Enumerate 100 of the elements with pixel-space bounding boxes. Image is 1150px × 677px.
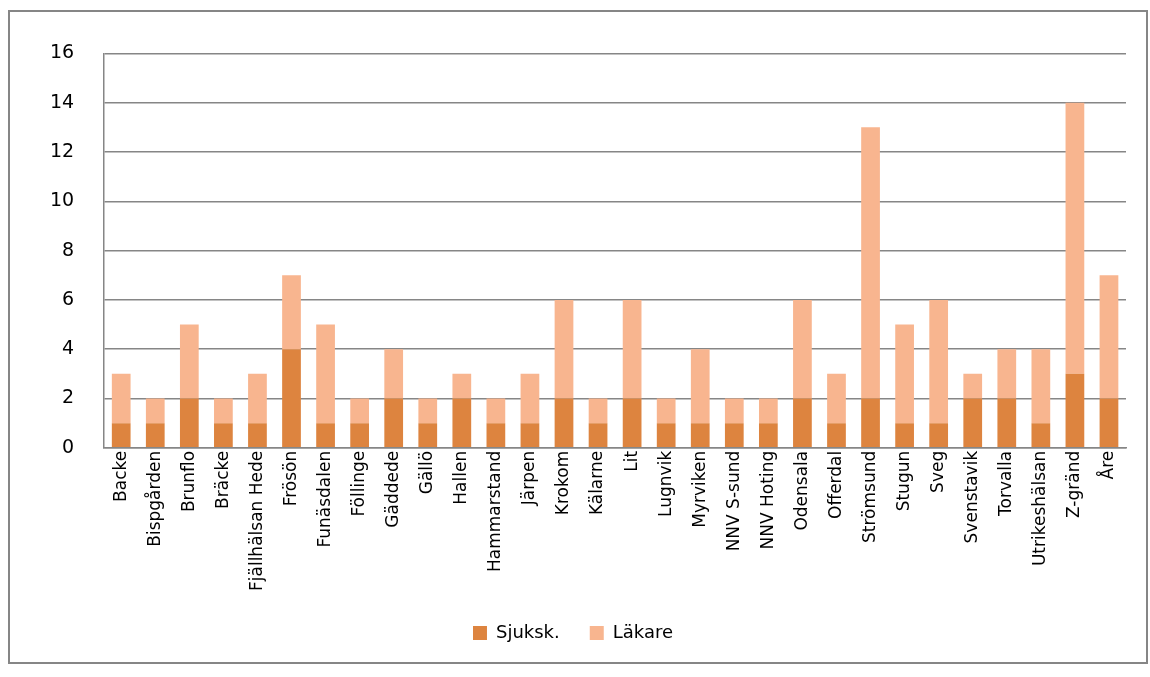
bar bbox=[827, 373, 846, 424]
x-tick-label: Offerdal bbox=[824, 450, 845, 519]
bar bbox=[929, 299, 949, 424]
legend-label: Sjuksk. bbox=[495, 620, 560, 642]
bar bbox=[418, 423, 438, 448]
bar bbox=[622, 299, 642, 399]
x-tick-label: Bräcke bbox=[211, 450, 232, 509]
bar bbox=[588, 398, 608, 424]
x-tick-label: Myrviken bbox=[688, 450, 709, 528]
bar bbox=[1099, 275, 1119, 399]
x-tick-label: NNV S-sund bbox=[722, 450, 743, 552]
x-tick-label: Gäddede bbox=[382, 450, 403, 528]
y-tick-label: 0 bbox=[62, 434, 75, 457]
x-tick-label: Strömsund bbox=[858, 450, 879, 544]
bar bbox=[214, 398, 233, 424]
x-tick-label: Sveg bbox=[927, 450, 948, 493]
bar bbox=[145, 398, 165, 424]
bar bbox=[963, 398, 983, 448]
x-tick-label: Gällö bbox=[416, 450, 437, 495]
bar bbox=[724, 398, 744, 424]
bar bbox=[384, 349, 404, 399]
bar bbox=[350, 398, 369, 424]
bar bbox=[622, 398, 642, 448]
bar bbox=[282, 275, 301, 350]
bar bbox=[214, 423, 233, 448]
bar bbox=[384, 398, 404, 448]
bar bbox=[452, 398, 472, 448]
x-tick-label: Stugun bbox=[893, 450, 914, 512]
bar bbox=[316, 324, 335, 424]
x-tick-label: Z-gränd bbox=[1063, 450, 1084, 519]
bar bbox=[520, 373, 540, 424]
bar bbox=[997, 349, 1017, 399]
x-tick-label: Utrikeshälsan bbox=[1029, 450, 1050, 567]
bar bbox=[895, 423, 914, 448]
x-tick-label: Lit bbox=[620, 450, 641, 472]
bar bbox=[793, 398, 812, 448]
bar bbox=[895, 324, 914, 424]
bar bbox=[248, 373, 267, 424]
bar bbox=[963, 373, 983, 399]
bar bbox=[861, 127, 880, 399]
y-tick-label: 2 bbox=[62, 385, 75, 408]
y-tick-label: 16 bbox=[49, 40, 75, 63]
x-tick-label: Hallen bbox=[450, 450, 471, 505]
x-tick-label: Odensala bbox=[790, 450, 811, 531]
bar bbox=[179, 324, 199, 399]
bar bbox=[179, 398, 199, 448]
bar bbox=[997, 398, 1017, 448]
x-tick-label: Lugnvik bbox=[654, 450, 675, 517]
bar bbox=[520, 423, 540, 448]
y-tick-label: 12 bbox=[49, 138, 75, 161]
x-tick-label: Torvalla bbox=[995, 450, 1016, 518]
bar bbox=[759, 398, 778, 424]
x-tick-label: Järpen bbox=[518, 450, 539, 507]
bar bbox=[145, 423, 165, 448]
x-tick-label: Funäsdalen bbox=[313, 450, 334, 548]
y-tick-label: 14 bbox=[49, 89, 75, 112]
x-tick-label: Åre bbox=[1096, 450, 1118, 480]
bar bbox=[690, 423, 710, 448]
x-tick-label: Bispgården bbox=[143, 450, 164, 547]
bar bbox=[486, 423, 506, 448]
x-tick-label: Krokom bbox=[552, 450, 573, 516]
bar bbox=[793, 299, 812, 399]
bar bbox=[111, 373, 131, 424]
bar bbox=[690, 349, 710, 424]
bar bbox=[418, 398, 438, 424]
bar bbox=[1031, 349, 1051, 424]
bar bbox=[861, 398, 880, 448]
bar bbox=[656, 423, 676, 448]
bar bbox=[827, 423, 846, 448]
x-tick-label: NNV Hoting bbox=[756, 450, 777, 550]
y-tick-label: 10 bbox=[49, 188, 75, 211]
y-tick-label: 4 bbox=[62, 336, 75, 359]
bar bbox=[248, 423, 267, 448]
x-tick-label: Backe bbox=[109, 450, 130, 502]
y-tick-label: 6 bbox=[62, 286, 75, 309]
legend-label: Läkare bbox=[612, 620, 674, 642]
bar bbox=[486, 398, 506, 424]
bar bbox=[282, 349, 301, 448]
x-tick-label: Föllinge bbox=[348, 450, 369, 517]
x-tick-label: Frösön bbox=[279, 450, 300, 507]
bar bbox=[1031, 423, 1051, 448]
bar bbox=[929, 423, 949, 448]
bar bbox=[111, 423, 131, 448]
bar bbox=[759, 423, 778, 448]
bar bbox=[724, 423, 744, 448]
x-tick-label: Kälarne bbox=[586, 450, 607, 516]
bar bbox=[656, 398, 676, 424]
x-tick-label: Brunflo bbox=[177, 450, 198, 513]
bar bbox=[452, 373, 472, 399]
bar bbox=[1065, 373, 1085, 448]
bar bbox=[554, 299, 574, 399]
bar bbox=[1099, 398, 1119, 448]
bar bbox=[554, 398, 574, 448]
x-tick-label: Svenstavik bbox=[961, 450, 982, 544]
x-tick-label: Fjällhälsan Hede bbox=[245, 450, 266, 592]
y-tick-label: 8 bbox=[62, 237, 75, 260]
bar bbox=[350, 423, 369, 448]
bar bbox=[1065, 102, 1085, 374]
bar bbox=[316, 423, 335, 448]
bar bbox=[588, 423, 608, 448]
